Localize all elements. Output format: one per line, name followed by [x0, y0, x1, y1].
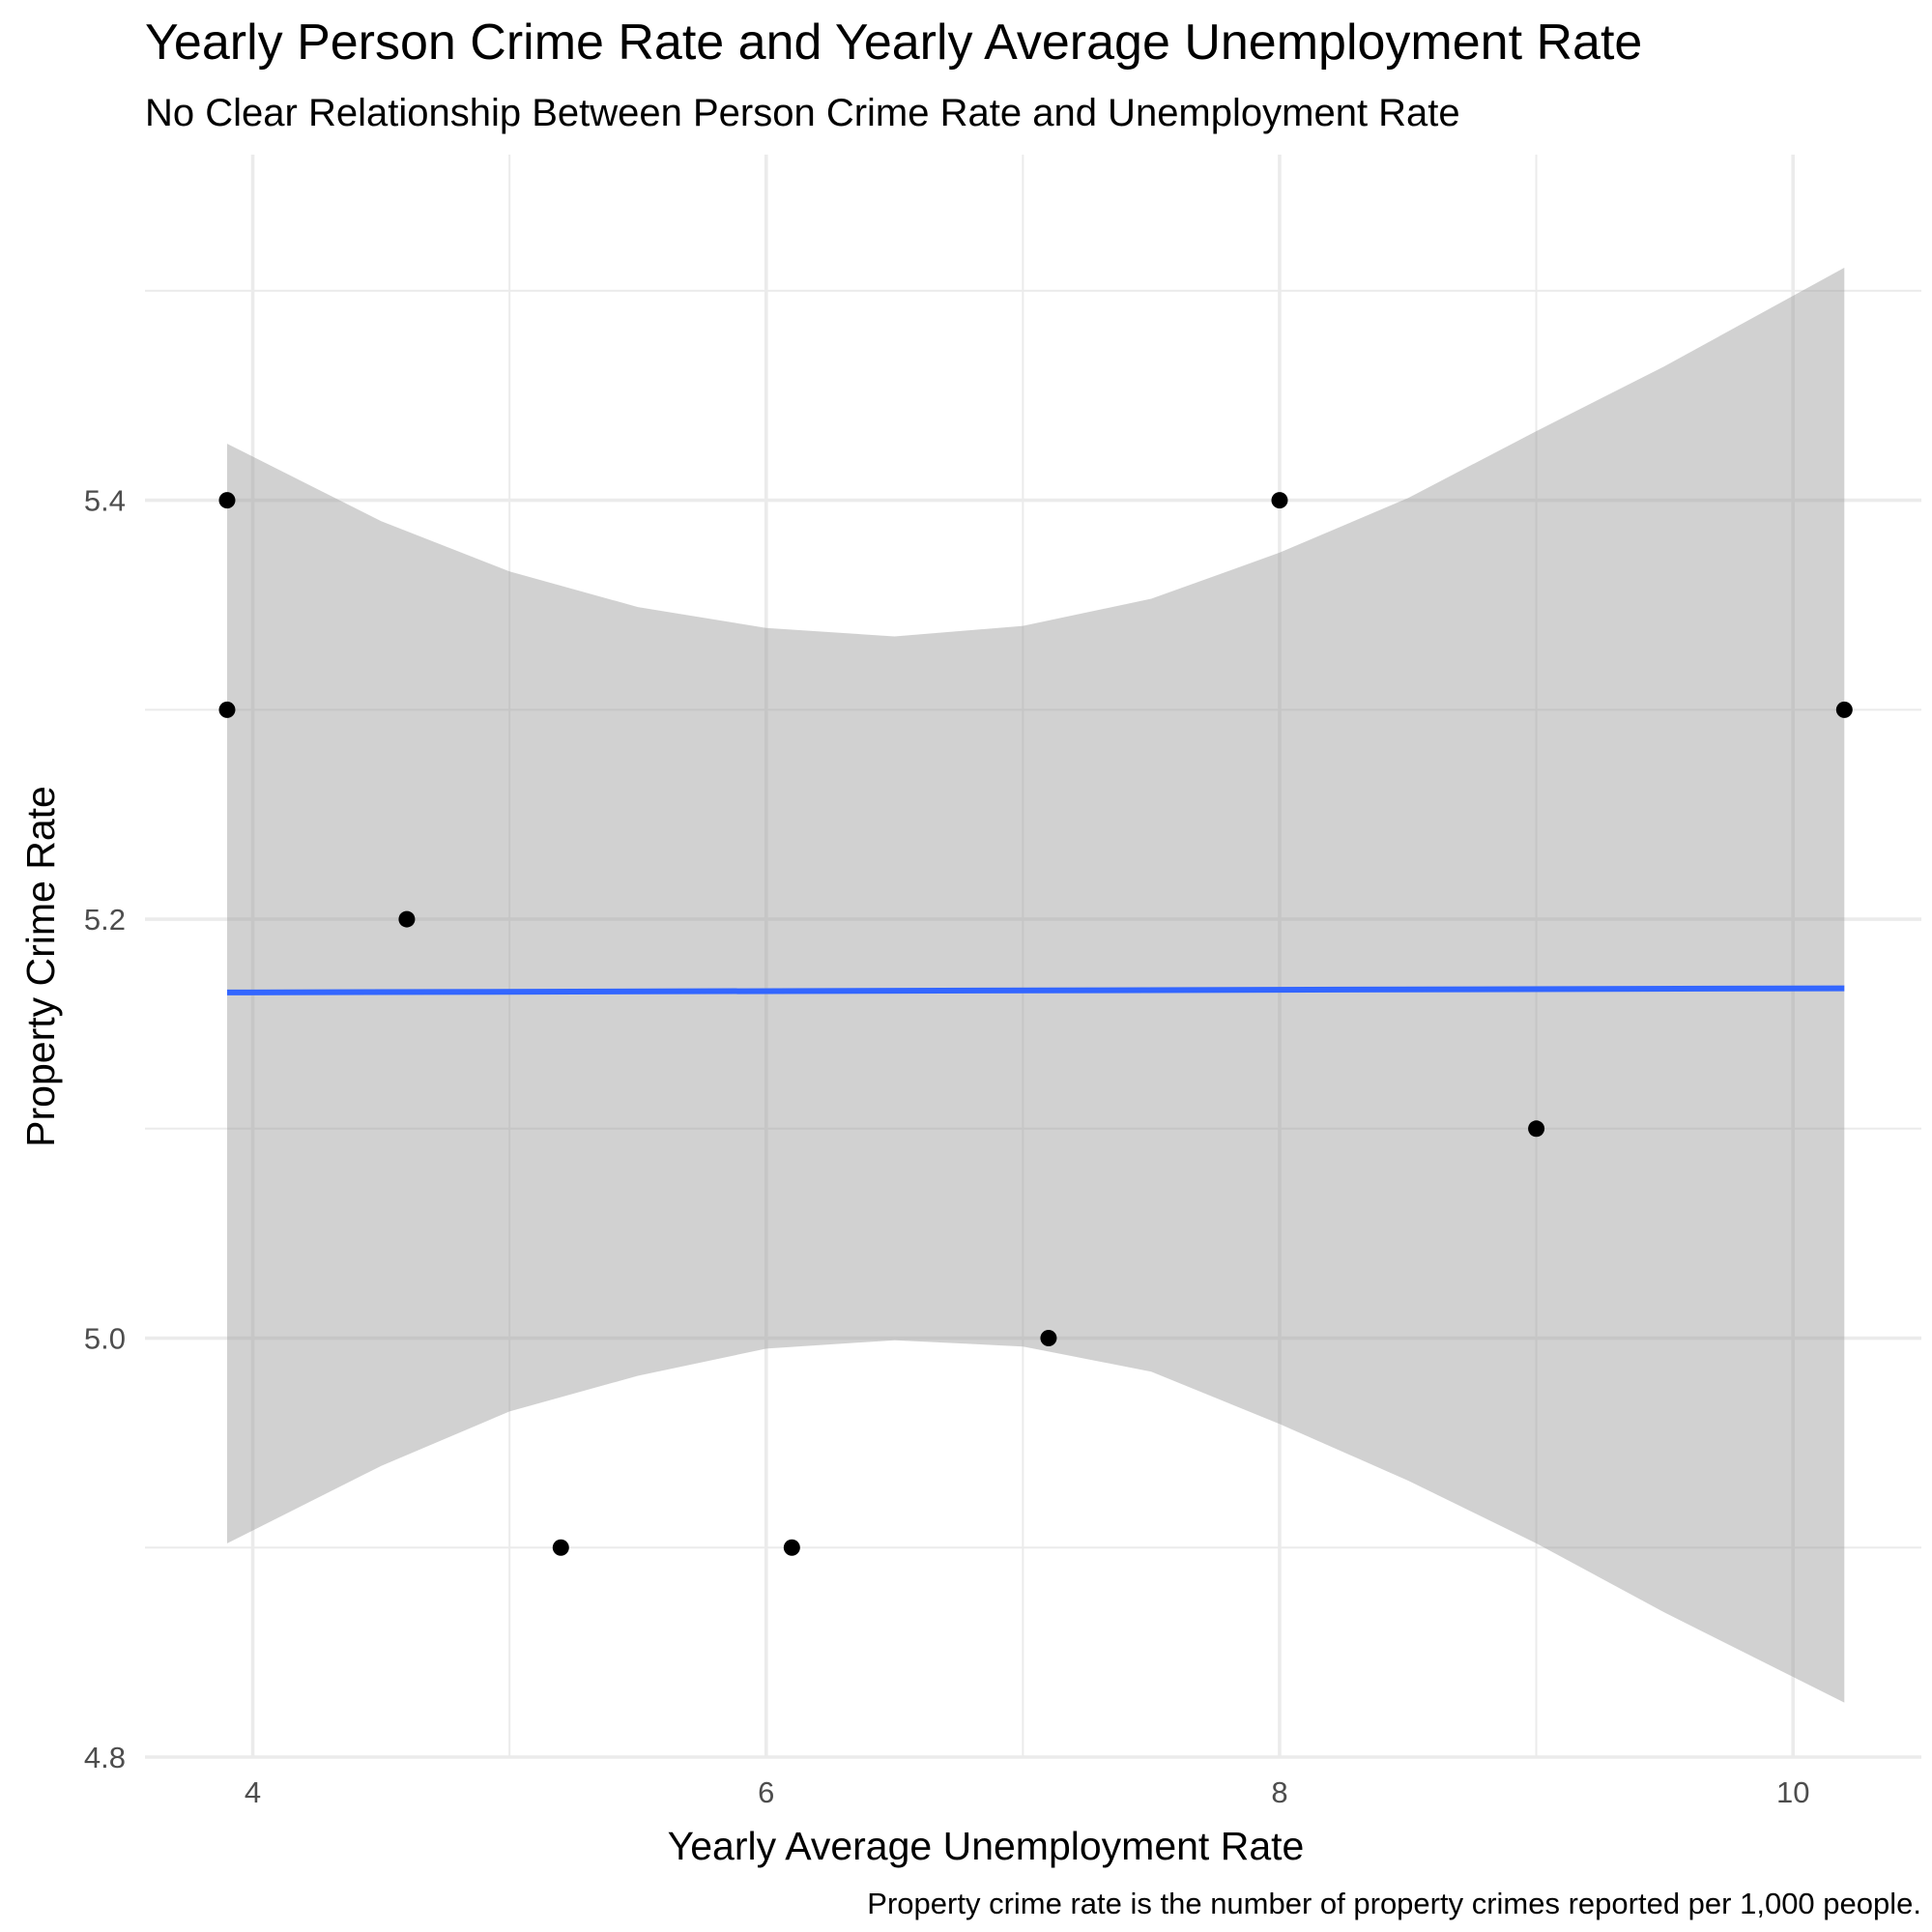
- minor-gridlines: [145, 155, 1921, 1757]
- y-tick-label: 5.0: [84, 1322, 126, 1356]
- data-point: [398, 910, 416, 928]
- data-point: [783, 1539, 800, 1556]
- x-tick-labels: 4 6 8 10: [245, 1775, 1810, 1809]
- y-axis-title: Property Crime Rate: [18, 786, 63, 1147]
- data-point: [552, 1539, 569, 1556]
- data-point: [1835, 701, 1853, 718]
- data-point: [1528, 1120, 1545, 1138]
- chart-title: Yearly Person Crime Rate and Yearly Aver…: [145, 14, 1642, 71]
- x-tick-label: 8: [1271, 1775, 1287, 1809]
- major-gridlines: [145, 155, 1921, 1759]
- x-axis-title: Yearly Average Unemployment Rate: [668, 1824, 1305, 1868]
- chart-caption: Property crime rate is the number of pro…: [867, 1887, 1921, 1920]
- regression-line: [226, 985, 1845, 995]
- data-points-layer: [218, 492, 1853, 1556]
- data-point: [218, 701, 236, 718]
- confidence-band: [227, 268, 1845, 1703]
- data-point: [1040, 1330, 1057, 1347]
- y-tick-label: 4.8: [84, 1741, 126, 1774]
- x-tick-label: 4: [245, 1775, 261, 1809]
- y-tick-label: 5.4: [84, 484, 126, 518]
- confidence-band-layer: [227, 268, 1845, 1703]
- data-point: [1271, 492, 1288, 509]
- data-point: [218, 492, 236, 509]
- fit-line-layer: [226, 985, 1845, 995]
- y-tick-labels: 4.8 5.0 5.2 5.4: [84, 484, 126, 1774]
- x-tick-label: 6: [758, 1775, 774, 1809]
- y-tick-label: 5.2: [84, 903, 126, 937]
- chart-subtitle: No Clear Relationship Between Person Cri…: [145, 92, 1460, 134]
- x-tick-label: 10: [1776, 1775, 1809, 1809]
